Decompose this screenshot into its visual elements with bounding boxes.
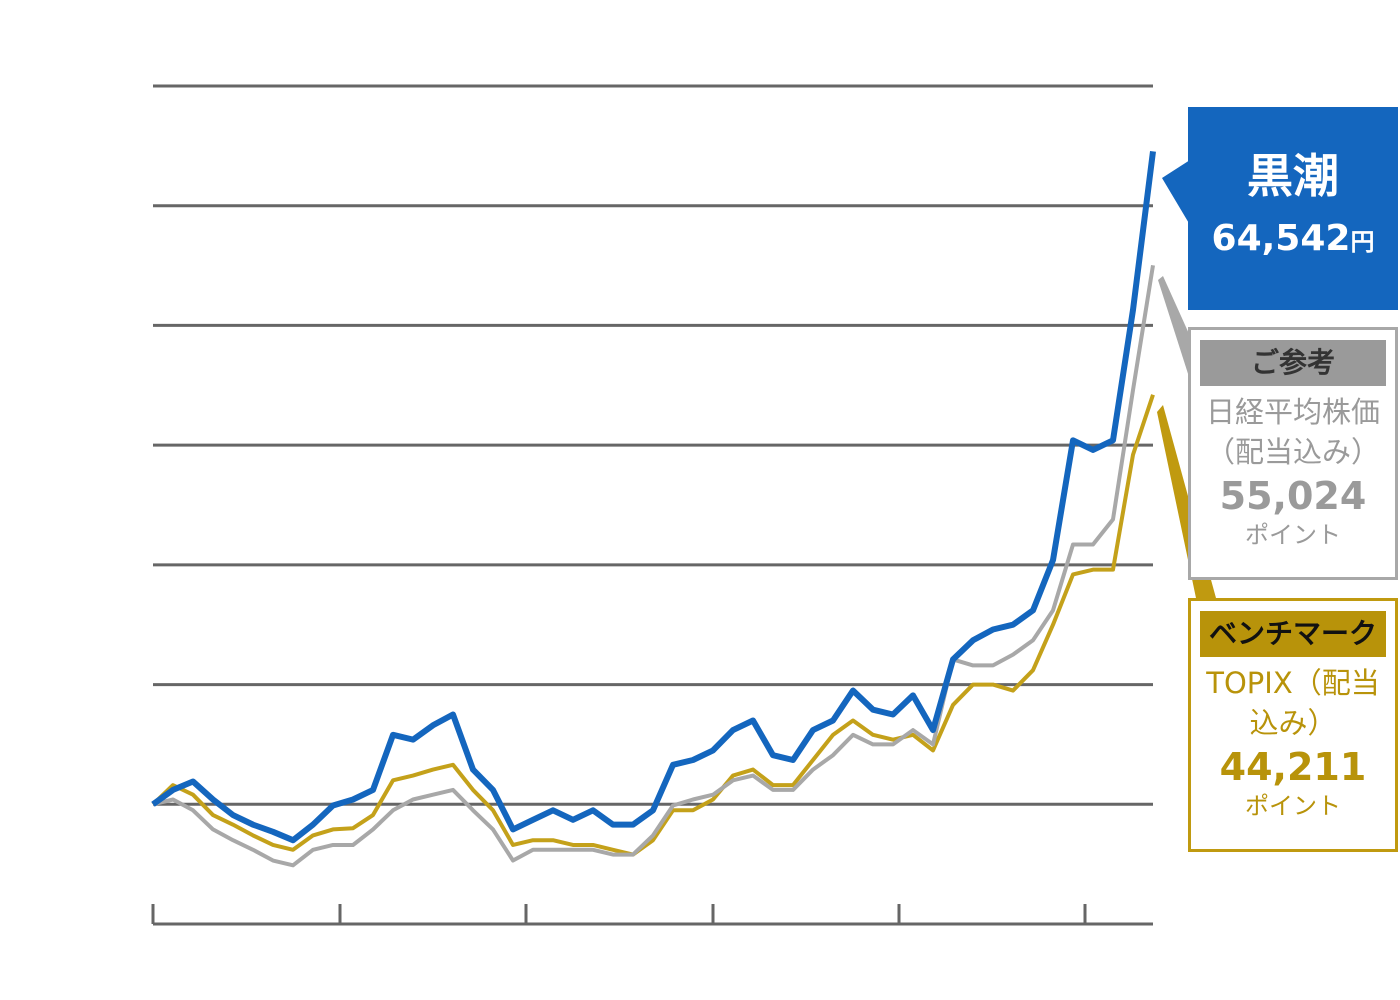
label-box: ご参考 日経平均株価（配当込み） 55,024 ポイント [1188, 327, 1398, 580]
lines [151, 150, 1156, 868]
value-label: 55,024 [1219, 474, 1367, 518]
tag: ご参考 [1200, 340, 1386, 386]
end-value: 64,542円 [1188, 215, 1398, 263]
unit: ポイント [1245, 521, 1341, 549]
pointer [1158, 276, 1190, 380]
series-line [151, 150, 1156, 844]
pointer [1162, 160, 1190, 225]
series-name: 黒潮 [1247, 149, 1339, 203]
x-axis [151, 904, 1153, 926]
series-line [151, 394, 1155, 857]
series-name: 日経平均株価（配当込み） [1205, 395, 1380, 469]
value-label: 44,211 [1219, 745, 1367, 789]
series-name: TOPIX（配当込み） [1206, 666, 1380, 740]
unit: ポイント [1245, 792, 1341, 820]
label-box: ベンチマーク TOPIX（配当込み） 44,211 ポイント [1188, 598, 1398, 852]
grid [153, 84, 1153, 926]
tag: ベンチマーク [1200, 611, 1386, 657]
value-label: 64,542 [1211, 218, 1351, 259]
series-line [152, 264, 1155, 868]
unit: 円 [1350, 228, 1375, 256]
label-box: 黒潮 64,542円 [1188, 107, 1398, 310]
